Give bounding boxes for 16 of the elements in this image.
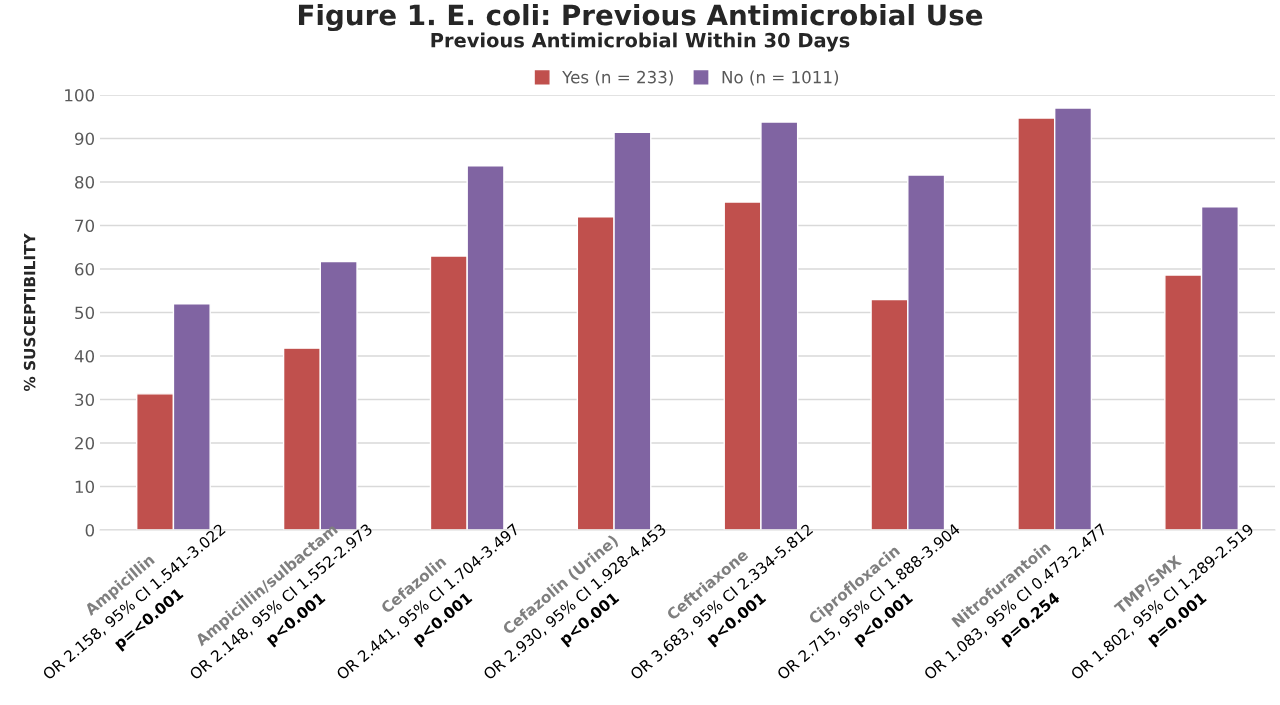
y-tick-label: 0	[85, 523, 95, 537]
y-tick-label: 80	[75, 175, 95, 189]
y-tick-label: 50	[75, 306, 95, 320]
legend-label: No (n = 1011)	[722, 70, 839, 86]
chart-title: Figure 1. E. coli: Previous Antimicrobial Use	[298, 4, 983, 32]
y-tick-label: 60	[75, 262, 95, 276]
y-tick-label: 40	[74, 349, 95, 363]
y-tick-label: 10	[75, 480, 95, 494]
legend-label: Yes (n = 233)	[562, 70, 673, 86]
y-tick-label: 20	[75, 436, 95, 450]
y-tick-label: 30	[75, 393, 95, 407]
y-axis-title: % SUSCEPTIBILITY	[23, 233, 36, 392]
y-tick-label: 90	[74, 132, 95, 146]
y-tick-label: 70	[75, 219, 95, 233]
chart-subtitle: Previous Antimicrobial Within 30 Days	[431, 32, 850, 52]
y-tick-label: 100	[65, 88, 95, 102]
